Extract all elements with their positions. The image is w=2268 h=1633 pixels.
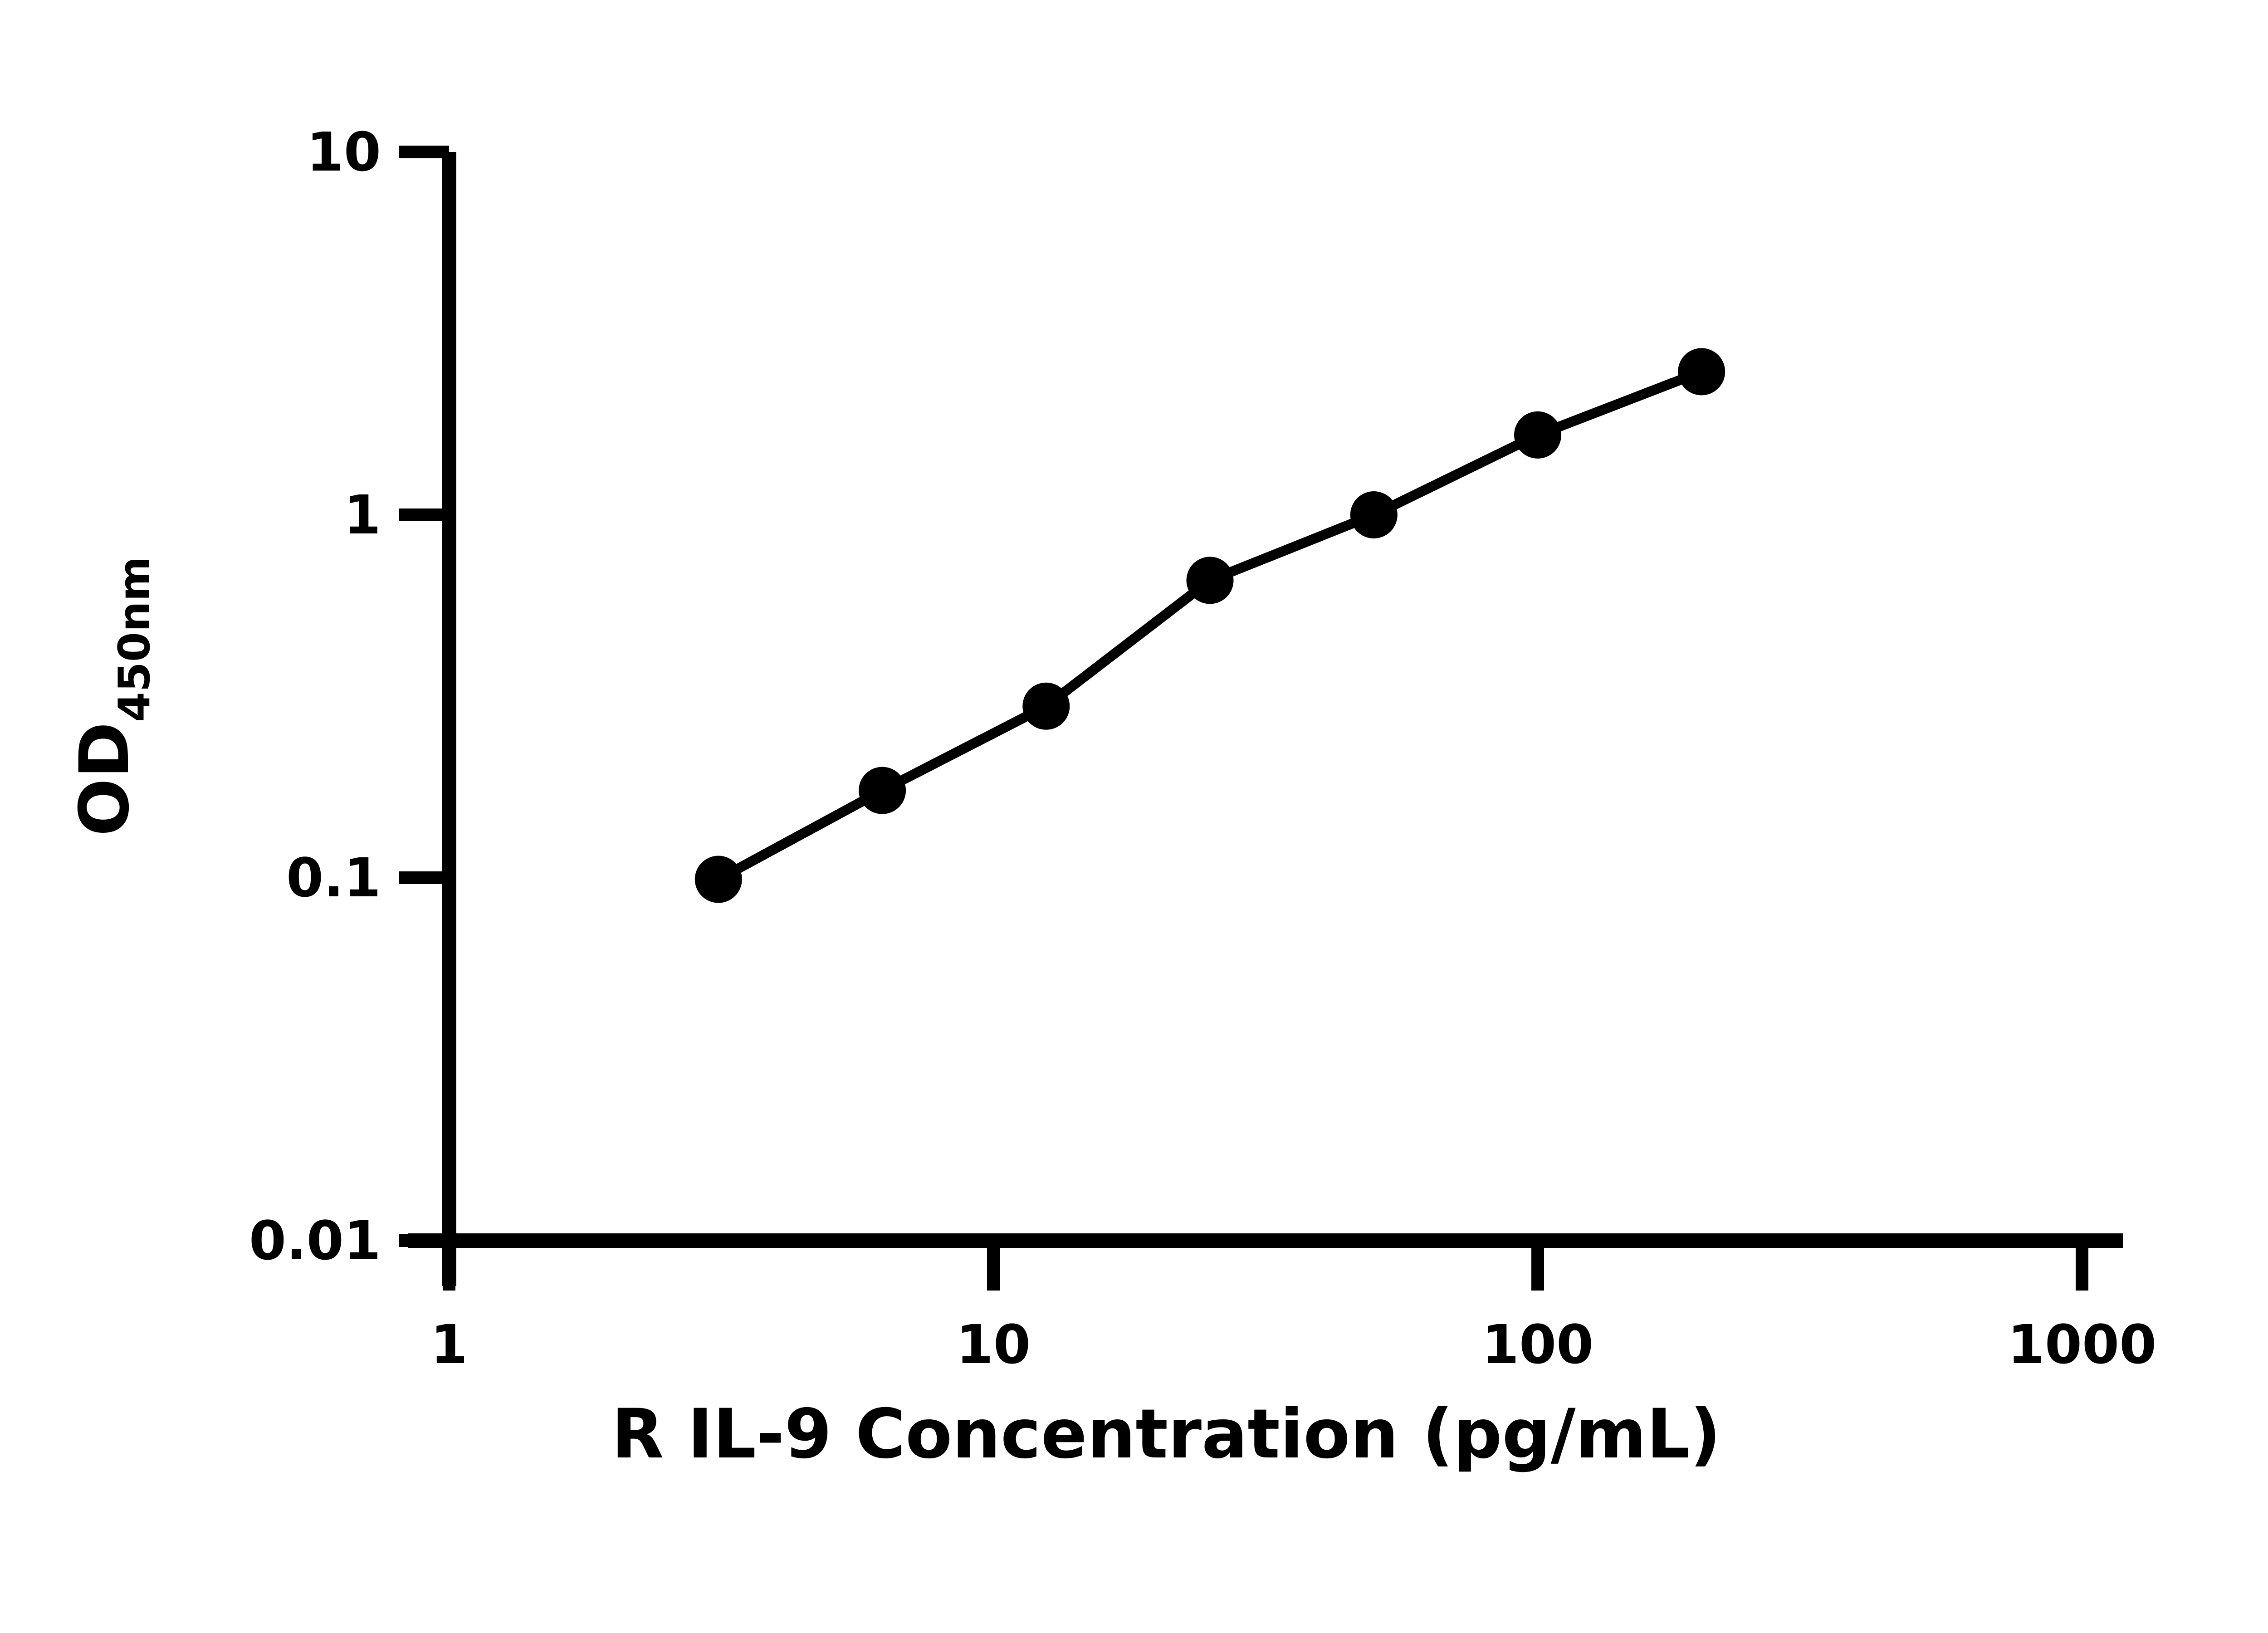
series-markers xyxy=(694,348,1725,903)
x-tick-label-1: 1 xyxy=(430,1313,468,1376)
y-tick-label-0-01: 0.01 xyxy=(249,1209,381,1272)
y-tick-label-1: 1 xyxy=(343,484,381,546)
x-axis-ticks xyxy=(443,1241,2088,1291)
data-point-marker xyxy=(1678,348,1725,396)
data-point-marker xyxy=(1186,557,1234,604)
data-point-marker xyxy=(694,856,742,903)
data-point-marker xyxy=(1514,411,1561,459)
y-tick-label-10: 10 xyxy=(306,121,381,183)
y-axis-ticks xyxy=(399,146,449,1247)
data-point-marker xyxy=(1022,682,1070,730)
x-tick-label-1000: 1000 xyxy=(2007,1313,2157,1376)
x-tick-label-10: 10 xyxy=(956,1313,1031,1376)
data-point-marker xyxy=(1350,491,1398,538)
data-point-marker xyxy=(859,767,906,814)
y-axis-title: OD450nm xyxy=(65,379,160,1014)
y-axis-title-subscript: 450nm xyxy=(110,556,160,722)
y-axis-title-main: OD xyxy=(65,722,144,836)
x-axis-title: R IL-9 Concentration (pg/mL) xyxy=(611,1395,1721,1474)
y-tick-label-0-1: 0.1 xyxy=(286,846,381,909)
x-tick-label-100: 100 xyxy=(1481,1313,1594,1376)
